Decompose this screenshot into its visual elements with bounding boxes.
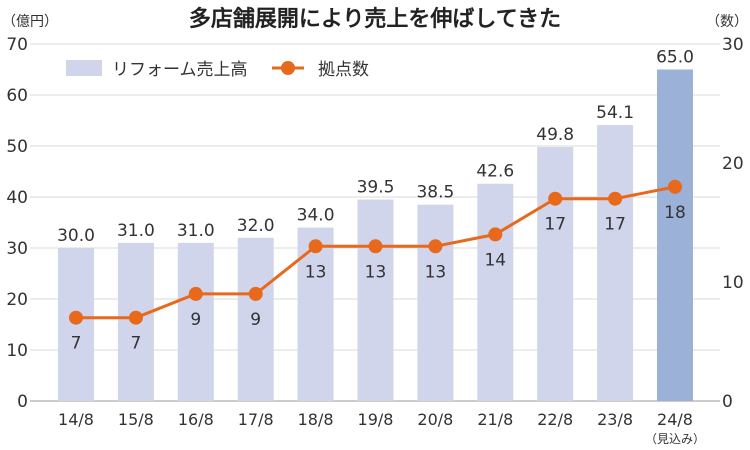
bar bbox=[477, 183, 514, 401]
bar bbox=[537, 147, 574, 401]
left-tick-label: 30 bbox=[6, 239, 28, 259]
legend-line-marker bbox=[281, 61, 295, 75]
bar bbox=[597, 125, 634, 401]
legend-bar-swatch bbox=[66, 60, 102, 76]
left-tick-label: 20 bbox=[6, 290, 28, 310]
left-tick-label: 0 bbox=[17, 392, 28, 412]
x-tick-label: 20/8 bbox=[417, 410, 453, 429]
left-tick-label: 60 bbox=[6, 86, 28, 106]
right-tick-label: 30 bbox=[722, 35, 744, 55]
line-point bbox=[368, 239, 383, 254]
line-value-label: 7 bbox=[130, 334, 141, 354]
line-value-label: 7 bbox=[71, 334, 82, 354]
bar-value-label: 65.0 bbox=[656, 48, 694, 68]
x-tick-label: 16/8 bbox=[178, 410, 214, 429]
legend: リフォーム売上高 拠点数 bbox=[66, 60, 369, 80]
right-tick-label: 0 bbox=[722, 392, 733, 412]
line-point bbox=[308, 239, 323, 254]
bar bbox=[177, 242, 214, 401]
x-tick-label: 24/8 bbox=[657, 410, 693, 429]
right-tick-label: 20 bbox=[722, 154, 744, 174]
left-tick-label: 40 bbox=[6, 188, 28, 208]
bar bbox=[237, 237, 274, 401]
right-axis-unit: （数） bbox=[706, 14, 748, 30]
left-tick-label: 70 bbox=[6, 35, 28, 55]
bar-value-label: 31.0 bbox=[177, 221, 215, 241]
line-point bbox=[428, 239, 443, 254]
line-value-label: 14 bbox=[484, 250, 506, 270]
x-tick-label: 18/8 bbox=[298, 410, 334, 429]
line-value-label: 17 bbox=[544, 215, 566, 235]
line-value-label: 17 bbox=[604, 215, 626, 235]
x-tick-label: 15/8 bbox=[118, 410, 154, 429]
bar bbox=[297, 227, 334, 401]
x-tick-label: 21/8 bbox=[477, 410, 513, 429]
line-value-label: 13 bbox=[425, 262, 447, 282]
bar-value-label: 54.1 bbox=[596, 103, 634, 123]
line-point bbox=[128, 310, 143, 325]
bar-value-label: 34.0 bbox=[297, 206, 335, 226]
bar-value-label: 49.8 bbox=[536, 125, 574, 145]
bar bbox=[417, 204, 454, 401]
right-tick-label: 10 bbox=[722, 273, 744, 293]
bar bbox=[657, 69, 693, 401]
bar-value-label: 42.6 bbox=[476, 162, 514, 182]
line-point bbox=[608, 191, 623, 206]
line-point bbox=[188, 286, 203, 301]
line-value-label: 9 bbox=[250, 310, 261, 330]
bar bbox=[357, 199, 394, 401]
line-value-label: 13 bbox=[365, 262, 387, 282]
x-tick-label: 23/8 bbox=[597, 410, 633, 429]
x-tick-label: 19/8 bbox=[358, 410, 394, 429]
legend-bar-label: リフォーム売上高 bbox=[112, 60, 248, 80]
x-tick-label: 17/8 bbox=[238, 410, 274, 429]
chart-title: 多店舗展開により売上を伸ばしてきた bbox=[189, 6, 561, 32]
line-point bbox=[668, 179, 682, 194]
left-axis-unit: （億円） bbox=[2, 14, 58, 30]
line-point bbox=[248, 286, 263, 301]
line-point bbox=[488, 227, 503, 242]
x-tick-label: 22/8 bbox=[537, 410, 573, 429]
line-value-label: 18 bbox=[664, 203, 686, 223]
bar-value-label: 32.0 bbox=[237, 216, 275, 236]
legend-line-label: 拠点数 bbox=[318, 60, 369, 80]
left-tick-label: 10 bbox=[6, 341, 28, 361]
line-value-label: 9 bbox=[190, 310, 201, 330]
left-tick-label: 50 bbox=[6, 137, 28, 157]
x-tick-label: 14/8 bbox=[58, 410, 94, 429]
x-tick-note: （見込み） bbox=[645, 432, 705, 446]
bar-value-label: 30.0 bbox=[57, 226, 95, 246]
bar-value-label: 39.5 bbox=[357, 178, 395, 198]
bar-value-label: 31.0 bbox=[117, 221, 155, 241]
line-point bbox=[548, 191, 563, 206]
bar-value-label: 38.5 bbox=[416, 183, 454, 203]
line-point bbox=[69, 310, 83, 325]
line-value-label: 13 bbox=[305, 262, 327, 282]
